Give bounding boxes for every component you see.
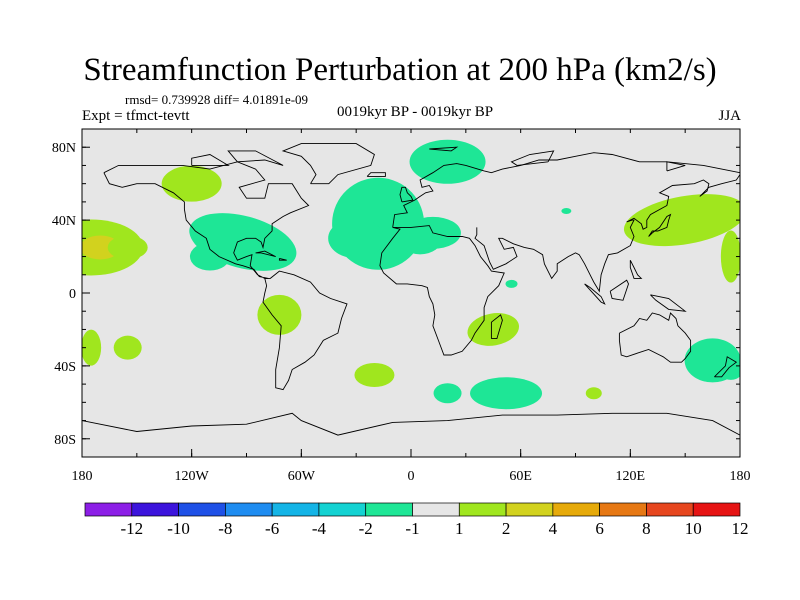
colorbar-box: [271, 502, 320, 517]
chart-title: Streamfunction Perturbation at 200 hPa (…: [83, 52, 717, 88]
colorbar-label: -6: [265, 519, 279, 538]
coastline-10: [714, 356, 738, 378]
anomaly-scandinavia-barents-sea: [409, 139, 486, 184]
coastline-20: [510, 150, 555, 166]
x-tick-label: 0: [408, 469, 415, 484]
x-ticks: 180 120W 60W 0 60E 120E 180: [72, 129, 751, 484]
x-tick-label: 60E: [509, 469, 532, 484]
x-tick-label: 180: [730, 469, 751, 484]
anomaly-lobe-0: [328, 218, 385, 259]
anomaly-southeast-pacific: [113, 335, 142, 360]
anomaly-lobe-10: [107, 235, 148, 260]
anomaly-lobe-7: [585, 387, 602, 400]
colorbar-label: 12: [732, 519, 749, 538]
coastline-0: [103, 161, 310, 279]
anomaly-lobe-9: [561, 208, 572, 214]
coastline-17: [255, 250, 276, 258]
period-label: 0019kyr BP - 0019kyr BP: [336, 104, 494, 120]
coastline-6: [648, 213, 672, 237]
coastline-3: [392, 152, 740, 228]
colorbar-label: 4: [549, 519, 558, 538]
anomaly-east-asia-northwest-pacific: [623, 194, 740, 247]
coastline-9: [618, 312, 692, 363]
x-tick-label: 120E: [616, 469, 646, 484]
anomaly-south-america: [257, 294, 302, 335]
colorbar-box: [412, 502, 460, 517]
y-tick-label: 0: [69, 287, 76, 302]
y-tick-label: 80S: [54, 433, 76, 448]
anomaly-south-atlantic: [354, 363, 395, 387]
anomaly-lobe-5: [720, 230, 740, 283]
coastline-1: [262, 270, 348, 391]
y-ticks: 80N 40N 0 40S 80S: [52, 128, 740, 458]
coastline-7: [399, 186, 414, 203]
anomaly-south-indian-ocean: [470, 377, 543, 410]
coastline-11: [490, 314, 503, 340]
coastline-23: [191, 154, 230, 166]
coastline-14: [650, 294, 687, 312]
colorbar-label: -8: [218, 519, 232, 538]
y-tick-label: 40S: [54, 360, 76, 375]
colorbar-box: [599, 502, 647, 517]
coastline-8: [366, 172, 386, 177]
x-tick-label: 60W: [288, 469, 316, 484]
coastline-21: [429, 146, 459, 152]
colorbar-box: [178, 502, 226, 517]
coastline-19: [666, 161, 686, 172]
colorbar-box: [225, 502, 273, 517]
experiment-label: Expt = tfmct-tevtt: [82, 108, 190, 124]
anomaly-lobe-8: [505, 279, 518, 288]
colorbar-label: 6: [595, 519, 604, 538]
coastline-5: [474, 174, 740, 293]
y-tick-label: 80N: [52, 141, 76, 156]
colorbar-label: 8: [642, 519, 651, 538]
coastlines: [82, 143, 740, 436]
x-tick-label: 180: [72, 469, 93, 484]
x-tick-label: 120W: [175, 469, 210, 484]
colorbar-box: [131, 502, 179, 517]
colorbar: -12 -10 -8 -6 -4 -2 -1 1 2 4 6 8 10 12: [84, 502, 749, 538]
colorbar-label: -12: [120, 519, 143, 538]
anomaly-lobe-4: [716, 351, 740, 380]
stats-label: rmsd= 0.739928 diff= 4.01891e-09: [125, 92, 309, 107]
coastline-2: [281, 143, 375, 185]
coastline-13: [609, 279, 629, 301]
colorbar-label: 2: [502, 519, 511, 538]
colorbar-label: -1: [405, 519, 419, 538]
colorbar-label: -2: [359, 519, 373, 538]
colorbar-box: [318, 502, 367, 517]
anomaly-lobe-2: [189, 242, 230, 271]
y-tick-label: 40N: [52, 214, 76, 229]
colorbar-box: [365, 502, 413, 517]
colorbar-label: -10: [167, 519, 190, 538]
coastline-18: [278, 257, 287, 261]
anomaly-madagascar-region: [467, 313, 520, 346]
colorbar-label: 1: [455, 519, 464, 538]
season-label: JJA: [718, 108, 741, 124]
coastline-16: [82, 412, 740, 436]
anomaly-lobe-6: [433, 383, 462, 404]
anomaly-lobe-3: [82, 329, 102, 366]
colorbar-box: [505, 502, 554, 517]
coastline-15: [629, 259, 643, 279]
coastline-12: [584, 283, 606, 305]
colorbar-box: [692, 502, 741, 517]
colorbar-label: 10: [685, 519, 702, 538]
anomaly-layer: [82, 139, 740, 410]
coastline-22: [227, 150, 284, 166]
colorbar-box: [458, 502, 507, 517]
colorbar-box: [84, 502, 133, 517]
colorbar-box: [646, 502, 694, 517]
coastline-4: [379, 225, 505, 356]
anomaly-canada: [161, 165, 222, 202]
colorbar-label: -4: [312, 519, 327, 538]
colorbar-box: [552, 502, 600, 517]
